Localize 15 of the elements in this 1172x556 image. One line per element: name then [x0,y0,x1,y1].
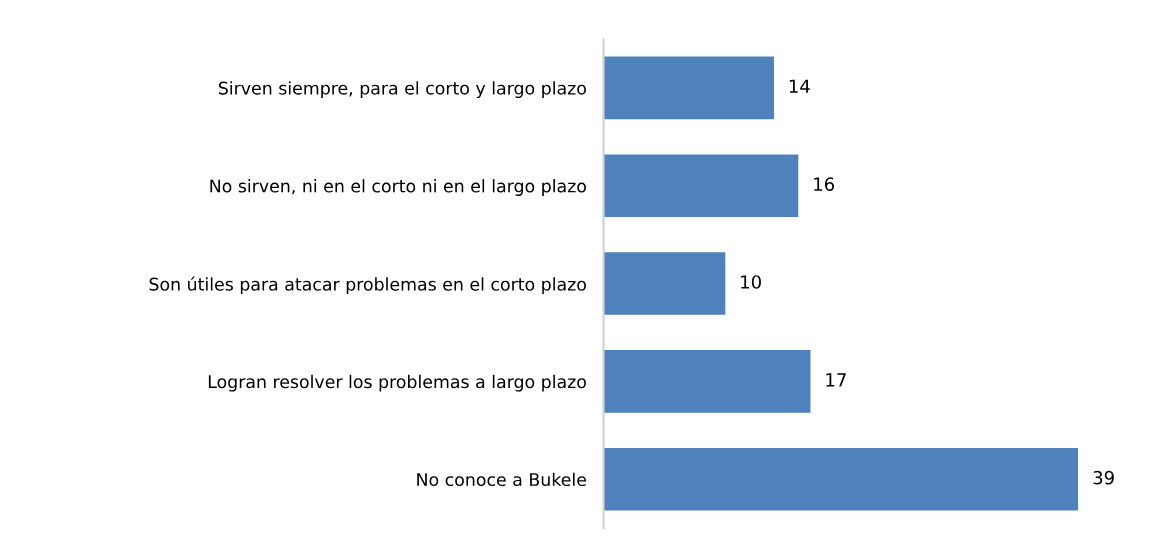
data-label: 16 [814,177,835,191]
data-label: 14 [789,79,810,93]
y-tick-label: Son útiles para atacar problemas en el corto plazo [149,276,586,295]
y-tick-label: No sirven, ni en el corto ni en el largo plazo [210,179,586,196]
data-label: 39 [1093,470,1114,485]
bar [603,56,774,120]
bar [603,252,726,315]
data-label: 10 [741,275,761,289]
bar [603,447,1079,511]
data-label: 17 [826,373,846,387]
bar [603,350,811,413]
y-tick-label: Logran resolver los problemas a largo plazo [208,374,586,392]
bar [603,154,799,218]
y-tick-label: Sirven siempre, para el corto y largo plazo [218,81,586,99]
y-tick-label: No conoce a Bukele [417,472,586,487]
